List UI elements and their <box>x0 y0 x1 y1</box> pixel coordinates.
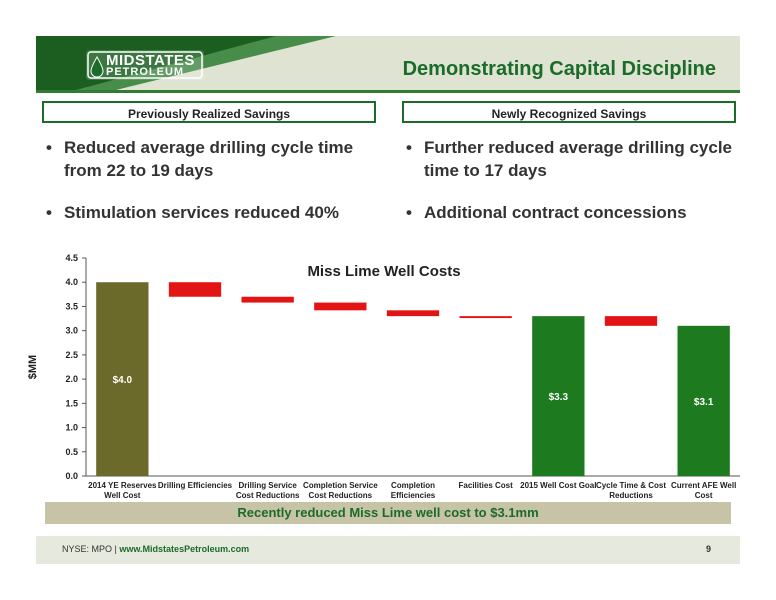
page-number: 9 <box>706 544 712 554</box>
y-tick-label: 4.0 <box>65 277 78 287</box>
footer-website[interactable]: www.MidstatesPetroleum.com <box>119 544 250 554</box>
waterfall-bar <box>604 316 658 326</box>
summary-banner: Recently reduced Miss Lime well cost to … <box>45 502 731 524</box>
x-tick-label: Cost <box>695 491 713 500</box>
x-tick-label: Cost Reductions <box>309 491 373 500</box>
bullet-dot: • <box>406 138 412 157</box>
bullet-item: • Reduced average drilling cycle time fr… <box>46 136 376 182</box>
bullet-dot: • <box>406 203 412 222</box>
y-tick-label: 1.0 <box>65 423 78 433</box>
bullet-text: Additional contract concessions <box>424 203 687 222</box>
logo-line2: PETROLEUM <box>106 66 185 78</box>
x-tick-label: Reductions <box>609 491 653 500</box>
x-tick-label: Completion Service <box>303 481 378 490</box>
chart-svg: 0.0 0.5 1.0 1.5 2.0 2.5 3.0 3.5 4.0 4.5 $MM Miss Li… <box>27 253 740 500</box>
footer-separator: | <box>114 544 117 554</box>
bar-data-label: $3.3 <box>549 392 569 403</box>
right-bullet-list: • Further reduced average drilling cycle… <box>406 136 736 243</box>
slide-title: Demonstrating Capital Discipline <box>402 58 716 80</box>
waterfall-bar <box>386 310 440 317</box>
waterfall-bar <box>677 325 730 476</box>
bullet-text: Further reduced average drilling cycle t… <box>424 138 733 180</box>
x-tick-label: Cost Reductions <box>236 491 300 500</box>
waterfall-chart: 0.0 0.5 1.0 1.5 2.0 2.5 3.0 3.5 4.0 4.5 $MM Miss Li… <box>20 250 760 502</box>
x-tick-label: Current AFE Well <box>671 481 736 490</box>
x-tick-label: Drilling Service <box>239 481 298 490</box>
waterfall-bar <box>241 296 294 303</box>
bullet-text: Stimulation services reduced 40% <box>64 203 339 222</box>
footer-exchange: NYSE: MPO <box>62 544 113 554</box>
y-tick-label: 3.5 <box>65 301 78 311</box>
bullet-item: • Stimulation services reduced 40% <box>46 201 376 224</box>
y-tick-label: 1.5 <box>65 398 78 408</box>
y-tick-label: 2.0 <box>65 374 78 384</box>
logo-line1: MIDSTATES <box>106 52 195 69</box>
x-tick-label: Efficiencies <box>391 491 436 500</box>
previously-realized-heading: Previously Realized Savings <box>42 101 376 123</box>
y-tick-label: 0.0 <box>65 471 78 481</box>
x-tick-label: Facilities Cost <box>459 481 514 490</box>
footer-band <box>36 536 740 564</box>
bullet-text: Reduced average drilling cycle time from… <box>64 138 354 180</box>
bullet-item: • Additional contract concessions <box>406 201 736 224</box>
x-tick-label: Well Cost <box>104 491 141 500</box>
chart-title: Miss Lime Well Costs <box>307 263 460 280</box>
x-tick-label: 2014 YE Reserves <box>88 481 157 490</box>
bar-data-label: $3.1 <box>694 397 714 408</box>
x-tick-label: Drilling Efficiencies <box>158 481 233 490</box>
newly-recognized-heading: Newly Recognized Savings <box>402 101 736 123</box>
y-tick-label: 0.5 <box>65 447 78 457</box>
waterfall-bar <box>459 316 512 319</box>
bar-data-label: $4.0 <box>113 375 133 386</box>
waterfall-bar <box>96 282 149 476</box>
waterfall-bar <box>168 282 222 297</box>
y-axis-label: $MM <box>27 355 39 379</box>
x-tick-label: 2015 Well Cost Goal <box>520 481 596 490</box>
y-tick-label: 2.5 <box>65 350 78 360</box>
x-tick-label: Cycle Time & Cost <box>596 481 666 490</box>
left-bullet-list: • Reduced average drilling cycle time fr… <box>46 136 376 243</box>
header-divider <box>36 90 740 93</box>
footer-text: NYSE: MPO | www.MidstatesPetroleum.com <box>62 544 249 554</box>
bullet-item: • Further reduced average drilling cycle… <box>406 136 736 182</box>
y-tick-label: 3.0 <box>65 326 78 336</box>
company-logo <box>86 50 204 80</box>
x-tick-label: Completion <box>391 481 435 490</box>
waterfall-bar <box>532 316 585 476</box>
bullet-dot: • <box>46 203 52 222</box>
waterfall-bar <box>314 302 367 311</box>
y-tick-label: 4.5 <box>65 253 78 263</box>
bullet-dot: • <box>46 138 52 157</box>
